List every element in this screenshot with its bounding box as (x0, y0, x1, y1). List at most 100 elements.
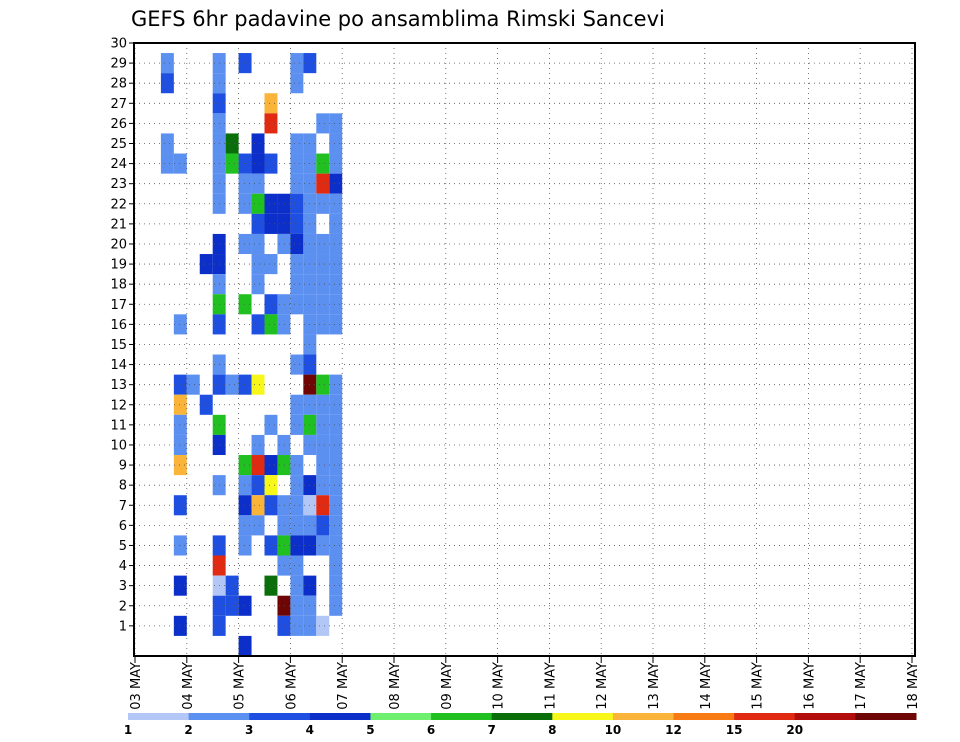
heatmap-cell (290, 173, 304, 194)
y-tick-label: 3 (119, 579, 127, 594)
colorbar-swatch (188, 713, 250, 720)
colorbar-label: 3 (245, 723, 253, 737)
heatmap-cell (329, 515, 343, 536)
heatmap-cell (225, 133, 239, 154)
heatmap-cell (277, 615, 291, 636)
heatmap-cell (160, 133, 174, 154)
colorbar-swatch (552, 713, 614, 720)
colorbar-label: 15 (726, 723, 743, 737)
x-tick-label: 10 MAY (492, 662, 507, 710)
heatmap-cell (290, 555, 304, 576)
y-tick-label: 23 (110, 177, 127, 192)
y-tick-label: 4 (119, 559, 127, 574)
heatmap-cell (264, 414, 278, 435)
heatmap-cell (173, 314, 187, 335)
heatmap-cell (264, 535, 278, 556)
heatmap-cell (316, 455, 330, 476)
heatmap-cell (316, 153, 330, 174)
colorbar-label: 7 (488, 723, 496, 737)
x-tick-label: 11 MAY (543, 662, 558, 710)
heatmap-cells (160, 53, 343, 656)
colorbar-swatch (370, 713, 432, 720)
heatmap-cell (264, 575, 278, 596)
colorbar-label: 8 (548, 723, 556, 737)
heatmap-cell (316, 495, 330, 516)
heatmap-cell (225, 153, 239, 174)
heatmap-cell (329, 455, 343, 476)
heatmap-cell (238, 53, 252, 74)
heatmap-cell (329, 173, 343, 194)
heatmap-cell (264, 213, 278, 234)
y-tick-label: 10 (110, 438, 127, 453)
y-tick-label: 11 (110, 418, 127, 433)
heatmap-cell (329, 113, 343, 134)
heatmap-cell (290, 455, 304, 476)
heatmap-cell (238, 515, 252, 536)
heatmap-cell (277, 515, 291, 536)
heatmap-cell (277, 213, 291, 234)
heatmap-cell (316, 515, 330, 536)
heatmap-cell (173, 535, 187, 556)
colorbar-swatch (128, 713, 190, 720)
heatmap-cell (264, 495, 278, 516)
heatmap-cell (329, 575, 343, 596)
heatmap-cell (290, 535, 304, 556)
x-tick-label: 13 MAY (647, 662, 662, 710)
heatmap-cell (277, 535, 291, 556)
colorbar-swatch (491, 713, 553, 720)
y-tick-label: 30 (110, 37, 127, 52)
x-axis-ticks: 03 MAY 04 MAY 05 MAY 06 MAY 07 MAY 08 MAY 09 M… (129, 656, 921, 710)
colorbar-label: 10 (605, 723, 622, 737)
heatmap-cell (290, 133, 304, 154)
y-tick-label: 25 (110, 137, 127, 152)
heatmap-cell (290, 515, 304, 536)
heatmap-cell (329, 595, 343, 616)
heatmap-cell (316, 113, 330, 134)
colorbar-label: 2 (184, 723, 192, 737)
y-tick-label: 29 (110, 57, 127, 72)
heatmap-cell (277, 314, 291, 335)
plot-frame (133, 42, 916, 657)
y-tick-label: 22 (110, 197, 127, 212)
heatmap-cell (199, 394, 213, 415)
y-tick-label: 12 (110, 398, 127, 413)
heatmap-cell (238, 535, 252, 556)
heatmap-cell (238, 153, 252, 174)
y-tick-label: 2 (119, 599, 127, 614)
heatmap-cell (316, 274, 330, 295)
heatmap-cell (186, 374, 200, 395)
colorbar-swatch (734, 713, 796, 720)
heatmap-cell (316, 535, 330, 556)
heatmap-cell (238, 233, 252, 255)
heatmap-cell (329, 434, 343, 456)
heatmap-cell (251, 515, 265, 536)
x-tick-label: 06 MAY (284, 662, 299, 710)
heatmap-cell (329, 153, 343, 174)
y-tick-label: 20 (110, 237, 127, 252)
x-tick-label: 04 MAY (181, 662, 196, 710)
colorbar-swatch (431, 713, 493, 720)
heatmap-cell (316, 615, 330, 636)
heatmap-cell (225, 374, 239, 395)
x-tick-label: 17 MAY (854, 662, 869, 710)
heatmap-cell (225, 595, 239, 616)
heatmap-cell (329, 193, 343, 214)
heatmap-cell (290, 495, 304, 516)
heatmap-cell (316, 414, 330, 435)
heatmap-cell (290, 274, 304, 295)
heatmap-cell (251, 133, 265, 154)
heatmap-cell (329, 535, 343, 556)
heatmap-cell (264, 254, 278, 275)
heatmap-cell (329, 555, 343, 576)
grid-lines (134, 42, 915, 656)
heatmap-cell (264, 314, 278, 335)
y-tick-label: 8 (119, 479, 127, 494)
colorbar-swatch (309, 713, 371, 720)
heatmap-cell (290, 595, 304, 616)
heatmap-cell (251, 173, 265, 194)
x-tick-label: 07 MAY (336, 662, 351, 710)
heatmap-cell (277, 555, 291, 576)
heatmap-cell (251, 314, 265, 335)
heatmap-cell (173, 615, 187, 636)
y-tick-label: 14 (110, 358, 127, 373)
